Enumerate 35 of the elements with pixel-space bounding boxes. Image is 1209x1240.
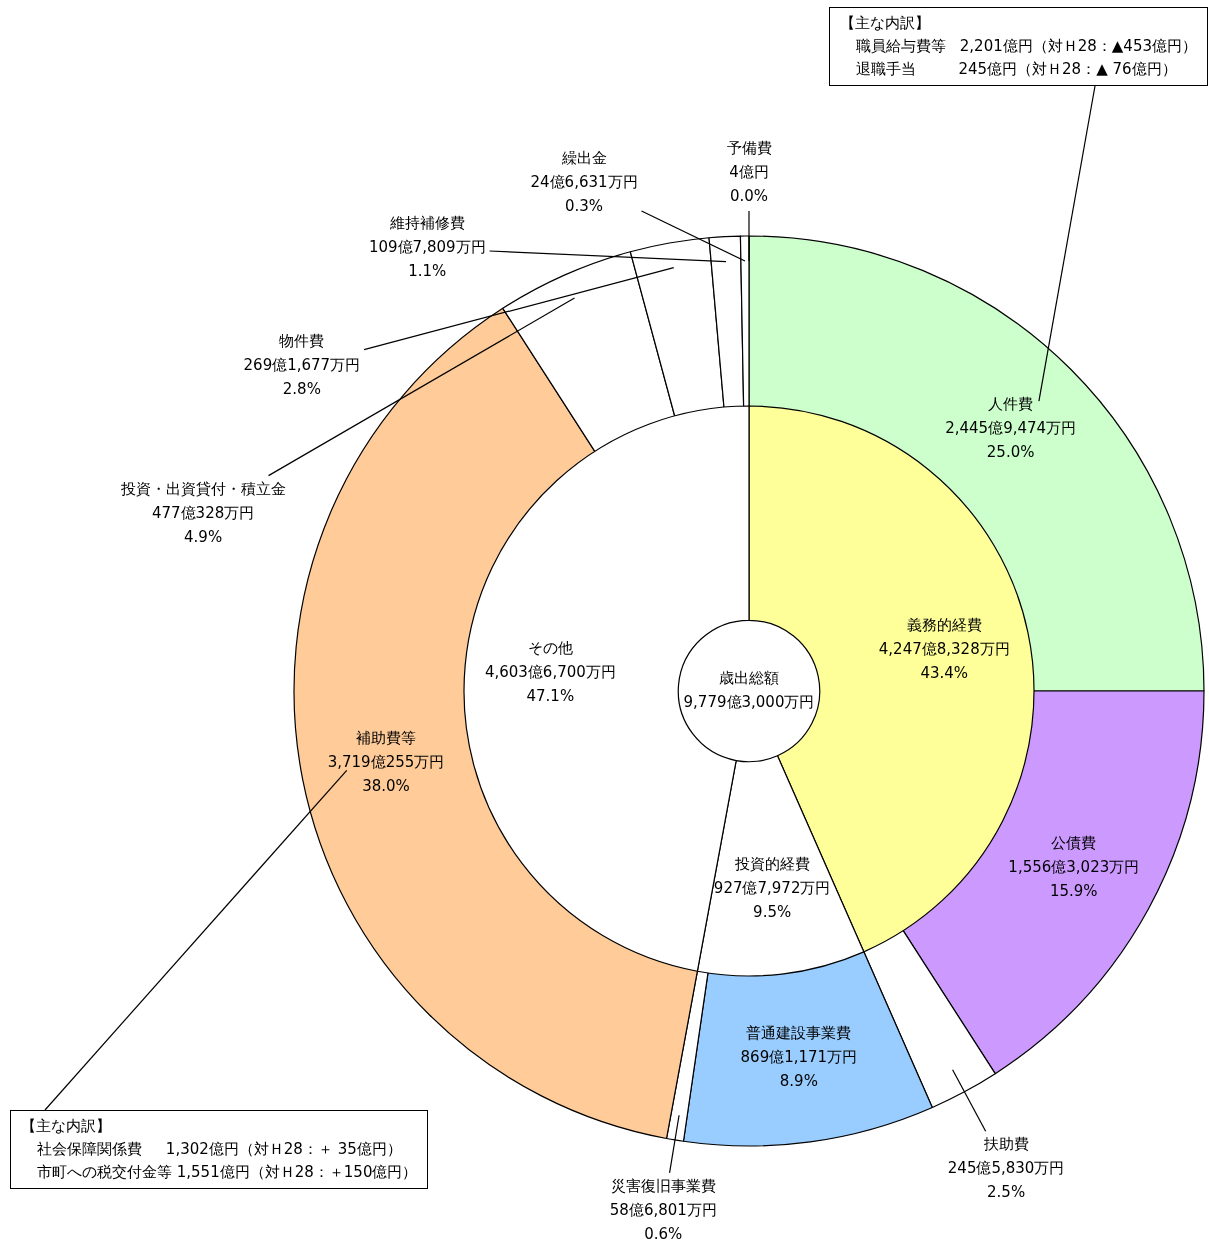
text: 【主な内訳】 xyxy=(21,1117,111,1135)
data-label: 4,603億6,700万円 47.1% xyxy=(484,662,616,705)
data-label: 927億7,972万円 9.5% xyxy=(713,879,831,922)
slice-label: 扶助費 xyxy=(982,1135,1029,1154)
data-label: 245億5,830万円 2.5% xyxy=(947,1159,1065,1202)
text: 4億円 0.0% xyxy=(729,162,769,205)
category-label: 予備費 xyxy=(726,138,772,157)
text: 職員給与費等 2,201億円（対Ｈ28：▲453億円） xyxy=(855,37,1197,55)
data-label: 3,719億255万円 38.0% xyxy=(327,752,445,795)
text: 歳出総額 9,779億3,000万円 xyxy=(683,668,815,711)
data-label: 1,556億3,023万円 15.9% xyxy=(1008,858,1140,901)
text: 【主な内訳】 xyxy=(839,14,930,32)
data-label: 869億1,171万円 8.9% xyxy=(740,1047,858,1090)
slice-label: 災害復旧事業費 xyxy=(610,1176,716,1195)
slice-label: 維持補修費 xyxy=(388,214,465,233)
data-label: 109億7,809万円 1.1% xyxy=(368,238,486,281)
data-label: 24億6,631万円 0.3% xyxy=(530,173,638,216)
slice-label: 投資・出資貸付・積立金 xyxy=(119,479,286,498)
slice-label: 投資的経費 xyxy=(733,855,810,874)
slice-label: 義務的経費 xyxy=(906,615,982,634)
data-label: 58億6,801万円 0.6% xyxy=(609,1200,717,1240)
slice-label: その他 xyxy=(527,638,573,657)
text: 退職手当 245億円（対Ｈ28：▲ 76億円） xyxy=(855,60,1177,78)
data-label: 2,445億9,474万円 25.0% xyxy=(945,419,1077,462)
slice-label: 公債費 xyxy=(1051,834,1097,853)
text: 市町への税交付金等 1,551億円（対Ｈ28：＋150億円） xyxy=(37,1163,418,1181)
text: 社会保障関係費 1,302億円（対Ｈ28：＋ 35億円） xyxy=(37,1140,402,1158)
slice-label: 繰出金 xyxy=(560,149,607,168)
slice-label: 普通建設事業費 xyxy=(746,1023,852,1042)
slice-label: 補助費等 xyxy=(356,728,416,747)
slice-label: 物件費 xyxy=(279,332,325,351)
slice-label: 人件費 xyxy=(988,395,1034,414)
data-label: 4,247億8,328万円 43.4% xyxy=(878,639,1010,682)
data-label: 477億328万円 4.9% xyxy=(151,503,255,546)
data-label: 269億1,677万円 2.8% xyxy=(243,356,361,399)
